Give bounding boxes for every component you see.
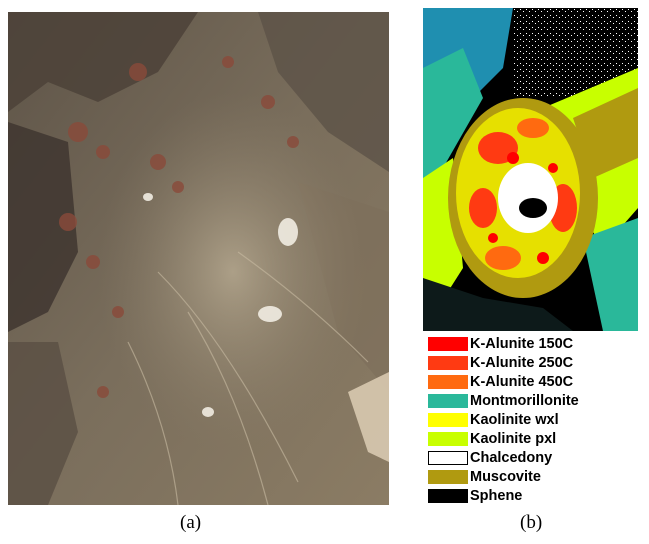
legend-item-montmorillonite: Montmorillonite xyxy=(428,392,643,410)
legend-label: Muscovite xyxy=(470,469,541,485)
legend-item-muscovite: Muscovite xyxy=(428,468,643,486)
mineral-map-b xyxy=(423,8,638,331)
legend-swatch xyxy=(428,337,468,351)
legend-item-k-alunite-450c: K-Alunite 450C xyxy=(428,373,643,391)
legend: K-Alunite 150C K-Alunite 250C K-Alunite … xyxy=(428,335,643,510)
legend-label: Kaolinite wxl xyxy=(470,412,559,428)
legend-swatch xyxy=(428,375,468,389)
legend-label: Chalcedony xyxy=(470,450,553,466)
legend-label: Montmorillonite xyxy=(470,393,579,409)
legend-label: K-Alunite 250C xyxy=(470,355,574,371)
caption-b: (b) xyxy=(520,512,543,533)
legend-item-k-alunite-250c: K-Alunite 250C xyxy=(428,354,643,372)
legend-swatch xyxy=(428,451,468,465)
legend-label: Sphene xyxy=(470,488,523,504)
legend-swatch xyxy=(428,470,468,484)
legend-label: Kaolinite pxl xyxy=(470,431,557,447)
legend-item-kaolinite-wxl: Kaolinite wxl xyxy=(428,411,643,429)
legend-swatch xyxy=(428,489,468,503)
satellite-image-a xyxy=(8,12,389,505)
caption-a: (a) xyxy=(180,512,202,533)
legend-swatch xyxy=(428,356,468,370)
legend-swatch xyxy=(428,394,468,408)
legend-label: K-Alunite 450C xyxy=(470,374,574,390)
legend-label: K-Alunite 150C xyxy=(470,336,574,352)
legend-item-kaolinite-pxl: Kaolinite pxl xyxy=(428,430,643,448)
legend-item-chalcedony: Chalcedony xyxy=(428,449,643,467)
legend-swatch xyxy=(428,413,468,427)
legend-item-k-alunite-150c: K-Alunite 150C xyxy=(428,335,643,353)
legend-item-sphene: Sphene xyxy=(428,487,643,505)
legend-swatch xyxy=(428,432,468,446)
